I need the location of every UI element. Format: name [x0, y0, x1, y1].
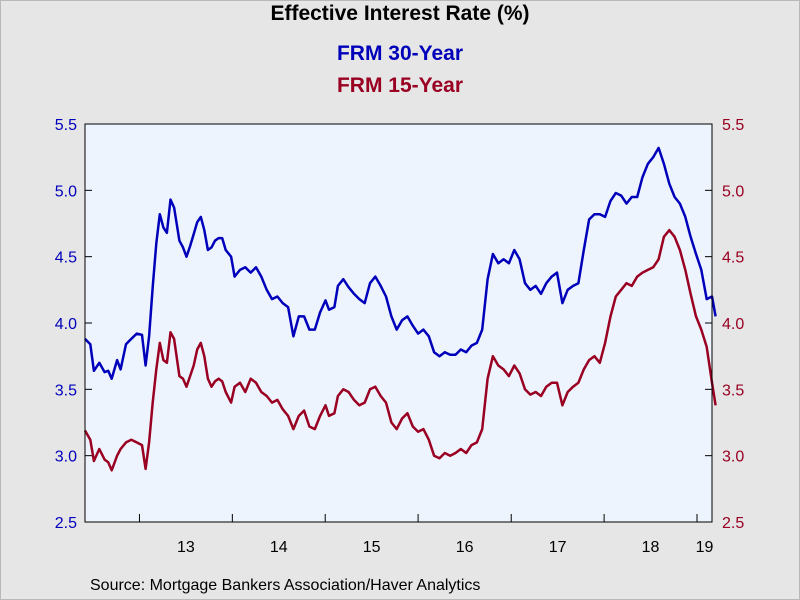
y-right-tick-label: 3.0	[722, 449, 744, 466]
y-left-tick-label: 5.0	[55, 183, 77, 200]
legend-frm-15-year: FRM 15-Year	[336, 74, 464, 97]
y-left-tick-label: 4.5	[55, 250, 77, 267]
source-note: Source: Mortgage Bankers Association/Hav…	[90, 577, 481, 594]
y-left-tick-label: 5.5	[55, 117, 77, 134]
chart-title: Effective Interest Rate (%)	[270, 2, 530, 25]
y-axis-ticks: 2.5 2.5 3.0 3.0 3.5 3.5 4.0 4.0 4.5 4.5 5.0 5.0 5.5 5…	[55, 117, 745, 532]
series-lines	[83, 146, 717, 472]
x-tick-label: 19	[696, 539, 714, 556]
x-tick-label: 16	[456, 539, 474, 556]
series-line-frm-30-year	[84, 146, 717, 380]
y-left-tick-label: 3.0	[55, 449, 77, 466]
y-right-tick-label: 5.5	[722, 117, 744, 134]
x-tick-label: 17	[549, 539, 567, 556]
y-right-tick-label: 2.5	[722, 515, 744, 532]
x-tick-label: 14	[270, 539, 288, 556]
y-left-tick-label: 3.5	[55, 382, 77, 399]
plot-area	[85, 124, 712, 522]
y-right-tick-label: 4.0	[722, 316, 744, 333]
plot-border	[84, 123, 713, 523]
y-right-tick-label: 3.5	[722, 382, 744, 399]
legend-frm-30-year: FRM 30-Year	[336, 42, 464, 65]
y-left-tick-label: 2.5	[55, 515, 77, 532]
y-right-tick-label: 4.5	[722, 250, 744, 267]
x-tick-label: 15	[363, 539, 381, 556]
x-tick-label: 13	[177, 539, 195, 556]
x-axis-ticks: 13 14 15 16 17 18 19	[138, 514, 714, 556]
x-tick-label: 18	[642, 539, 660, 556]
series-line-frm-15-year	[83, 228, 717, 472]
y-right-tick-label: 5.0	[722, 183, 744, 200]
y-left-tick-label: 4.0	[55, 316, 77, 333]
